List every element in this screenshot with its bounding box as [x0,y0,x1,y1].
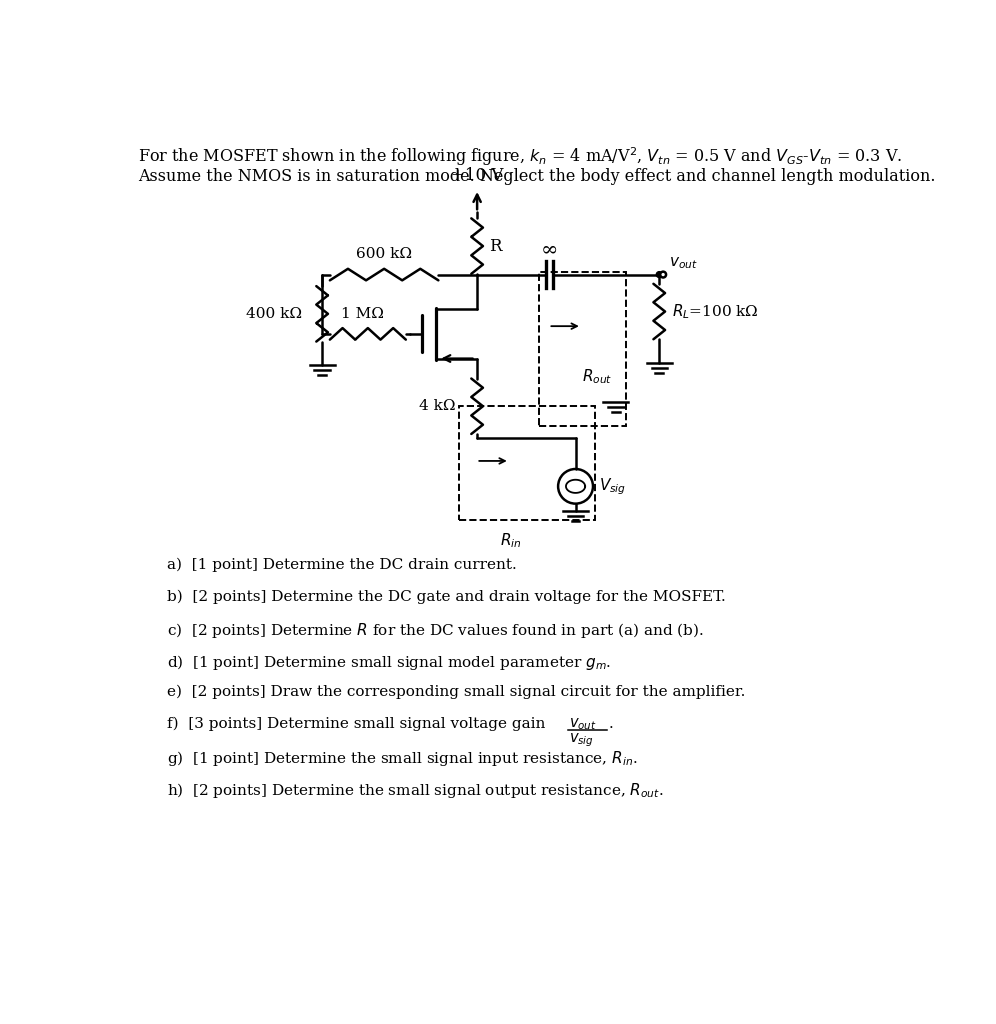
Text: f)  [3 points] Determine small signal voltage gain: f) [3 points] Determine small signal vol… [167,717,546,731]
Text: d)  [1 point] Determine small signal model parameter $g_m$.: d) [1 point] Determine small signal mode… [167,653,612,672]
Text: e)  [2 points] Draw the corresponding small signal circuit for the amplifier.: e) [2 points] Draw the corresponding sma… [167,685,745,699]
Text: ∞: ∞ [541,241,558,260]
Text: +10 V: +10 V [451,167,503,183]
Text: R: R [489,238,502,255]
Text: $v_{out}$: $v_{out}$ [569,716,597,732]
Bar [539,272,625,426]
Circle shape [660,271,666,278]
Text: $v_{sig}$: $v_{sig}$ [569,731,594,750]
Text: Assume the NMOS is in saturation mode. Neglect the body effect and channel lengt: Assume the NMOS is in saturation mode. N… [138,168,936,185]
Text: a)  [1 point] Determine the DC drain current.: a) [1 point] Determine the DC drain curr… [167,557,517,571]
Text: .: . [609,717,614,731]
Text: 1 MΩ: 1 MΩ [341,307,383,321]
Text: $R_{in}$: $R_{in}$ [500,531,522,550]
Text: $V_{sig}$: $V_{sig}$ [599,476,626,497]
Text: $R_L$=100 kΩ: $R_L$=100 kΩ [671,302,758,321]
Text: 4 kΩ: 4 kΩ [418,399,455,414]
Text: c)  [2 points] Determine $R$ for the DC values found in part (a) and (b).: c) [2 points] Determine $R$ for the DC v… [167,622,704,640]
Text: b)  [2 points] Determine the DC gate and drain voltage for the MOSFET.: b) [2 points] Determine the DC gate and … [167,589,726,603]
Text: 400 kΩ: 400 kΩ [246,307,302,321]
Circle shape [656,271,662,278]
Text: For the MOSFET shown in the following figure, $k_n$ = 4 mA/V$^2$, $V_{tn}$ = 0.5: For the MOSFET shown in the following fi… [138,145,902,168]
Bar [459,407,595,520]
Text: 600 kΩ: 600 kΩ [357,248,412,261]
Text: $v_{out}$: $v_{out}$ [668,255,697,270]
Text: h)  [2 points] Determine the small signal output resistance, $R_{out}$.: h) [2 points] Determine the small signal… [167,781,664,800]
Text: $R_{out}$: $R_{out}$ [582,367,613,386]
Text: g)  [1 point] Determine the small signal input resistance, $R_{in}$.: g) [1 point] Determine the small signal … [167,749,637,768]
